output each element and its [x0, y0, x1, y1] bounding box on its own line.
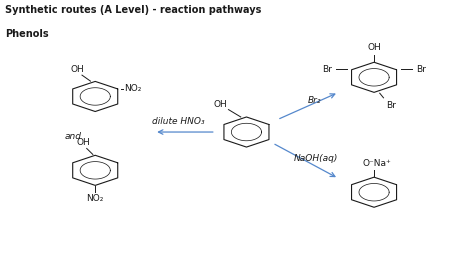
- Text: OH: OH: [76, 138, 90, 147]
- Text: O⁻Na⁺: O⁻Na⁺: [362, 159, 391, 167]
- Text: OH: OH: [367, 43, 381, 52]
- Text: NO₂: NO₂: [87, 194, 104, 204]
- Text: Br₂: Br₂: [308, 96, 321, 105]
- Text: and: and: [64, 132, 82, 141]
- Text: NaOH(aq): NaOH(aq): [294, 153, 338, 163]
- Text: Br: Br: [417, 65, 427, 74]
- Text: dilute HNO₃: dilute HNO₃: [152, 117, 204, 126]
- Text: Phenols: Phenols: [5, 29, 49, 39]
- Text: OH: OH: [70, 65, 84, 74]
- Text: NO₂: NO₂: [125, 84, 142, 93]
- Text: Br: Br: [386, 101, 396, 109]
- Text: Synthetic routes (A Level) - reaction pathways: Synthetic routes (A Level) - reaction pa…: [5, 5, 262, 15]
- Text: OH: OH: [214, 100, 228, 109]
- Text: Br: Br: [322, 65, 331, 74]
